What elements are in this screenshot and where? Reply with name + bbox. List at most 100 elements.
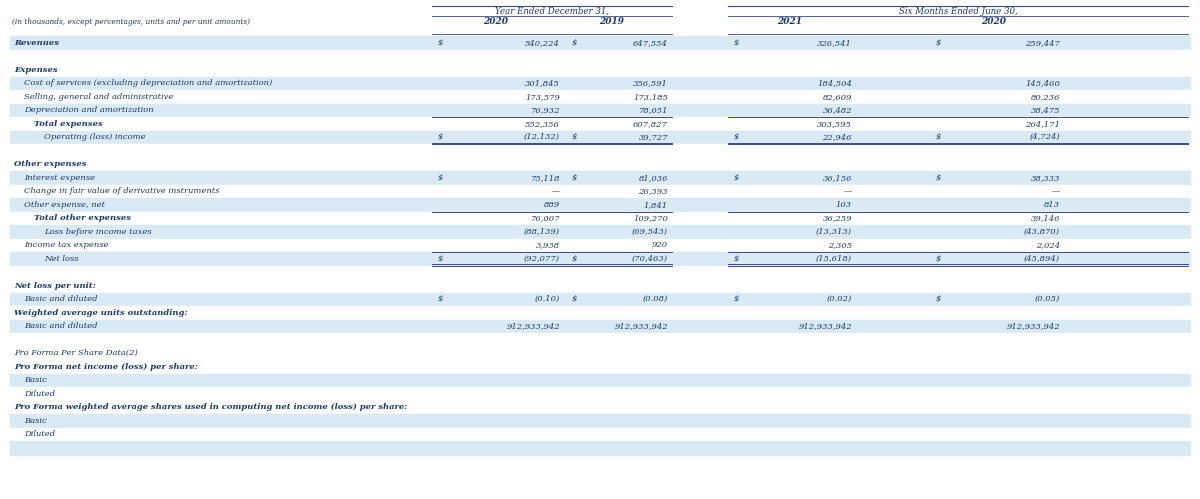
- Text: $: $: [734, 174, 739, 182]
- Text: $: $: [734, 39, 739, 47]
- Text: $: $: [936, 295, 941, 303]
- Bar: [10, 373, 1190, 387]
- Text: 173,579: 173,579: [526, 93, 560, 101]
- Text: Income tax expense: Income tax expense: [24, 241, 108, 249]
- Bar: [10, 225, 1190, 239]
- Text: (15,618): (15,618): [816, 255, 852, 263]
- Text: 264,171: 264,171: [1025, 120, 1060, 128]
- Text: 173,185: 173,185: [634, 93, 668, 101]
- Text: Six Months Ended June 30,: Six Months Ended June 30,: [899, 7, 1018, 16]
- Text: Net loss per unit:: Net loss per unit:: [14, 282, 96, 290]
- Text: $: $: [734, 133, 739, 141]
- Text: 103: 103: [836, 201, 852, 209]
- Bar: [10, 144, 1190, 158]
- Bar: [10, 158, 1190, 171]
- Text: 259,447: 259,447: [1025, 39, 1060, 47]
- Text: Cost of services (excluding depreciation and amortization): Cost of services (excluding depreciation…: [24, 79, 272, 87]
- Bar: [10, 185, 1190, 198]
- Bar: [10, 319, 1190, 333]
- Text: 109,270: 109,270: [634, 214, 668, 222]
- Text: 2,024: 2,024: [1036, 241, 1060, 249]
- Text: $: $: [936, 133, 941, 141]
- Text: 78,051: 78,051: [638, 106, 668, 114]
- Bar: [10, 441, 1190, 455]
- Text: $: $: [438, 295, 443, 303]
- Text: 647,554: 647,554: [634, 39, 668, 47]
- Text: 920: 920: [652, 241, 668, 249]
- Text: $: $: [572, 133, 577, 141]
- Text: Interest expense: Interest expense: [24, 174, 95, 182]
- Bar: [10, 103, 1190, 117]
- Text: Year Ended December 31,: Year Ended December 31,: [494, 7, 610, 16]
- Text: 184,504: 184,504: [817, 79, 852, 87]
- Text: Other expenses: Other expenses: [14, 160, 86, 168]
- Text: 2020: 2020: [982, 17, 1007, 26]
- Bar: [10, 401, 1190, 414]
- Bar: [10, 265, 1190, 279]
- Bar: [10, 0, 1190, 36]
- Text: Diluted: Diluted: [24, 430, 55, 438]
- Text: 80,236: 80,236: [1031, 93, 1060, 101]
- Text: 36,259: 36,259: [822, 214, 852, 222]
- Text: 301,845: 301,845: [526, 79, 560, 87]
- Text: 26,393: 26,393: [638, 187, 668, 195]
- Bar: [10, 387, 1190, 401]
- Text: Diluted: Diluted: [24, 390, 55, 398]
- Text: 145,460: 145,460: [1025, 79, 1060, 87]
- Text: 36,482: 36,482: [822, 106, 852, 114]
- Text: 813: 813: [1044, 201, 1060, 209]
- Text: 552,356: 552,356: [526, 120, 560, 128]
- Text: 22,946: 22,946: [822, 133, 852, 141]
- Text: 2019: 2019: [600, 17, 624, 26]
- Text: (45,894): (45,894): [1024, 255, 1060, 263]
- Text: 1,841: 1,841: [644, 201, 668, 209]
- Text: $: $: [572, 295, 577, 303]
- Text: 2020: 2020: [484, 17, 509, 26]
- Bar: [10, 63, 1190, 76]
- Text: 540,224: 540,224: [526, 39, 560, 47]
- Text: 889: 889: [544, 201, 560, 209]
- Bar: [10, 131, 1190, 144]
- Text: 2,305: 2,305: [828, 241, 852, 249]
- Text: Basic: Basic: [24, 376, 47, 384]
- Bar: [10, 252, 1190, 265]
- Text: (43,870): (43,870): [1024, 228, 1060, 236]
- Text: 303,595: 303,595: [817, 120, 852, 128]
- Text: Weighted average units outstanding:: Weighted average units outstanding:: [14, 309, 187, 317]
- Text: —: —: [1051, 187, 1060, 195]
- Text: Basic and diluted: Basic and diluted: [24, 295, 97, 303]
- Bar: [10, 49, 1190, 63]
- Bar: [10, 198, 1190, 212]
- Text: $: $: [438, 133, 443, 141]
- Text: $: $: [572, 255, 577, 263]
- Text: $: $: [936, 255, 941, 263]
- Text: 912,933,942: 912,933,942: [1007, 322, 1060, 330]
- Bar: [10, 333, 1190, 346]
- Text: 356,591: 356,591: [634, 79, 668, 87]
- Text: (0.05): (0.05): [1034, 295, 1060, 303]
- Text: 39,146: 39,146: [1031, 214, 1060, 222]
- Text: Other expense, net: Other expense, net: [24, 201, 106, 209]
- Text: Pro Forma weighted average shares used in computing net income (loss) per share:: Pro Forma weighted average shares used i…: [14, 403, 407, 411]
- Text: Operating (loss) income: Operating (loss) income: [44, 133, 145, 141]
- Text: Revenues: Revenues: [14, 39, 59, 47]
- Text: $: $: [438, 174, 443, 182]
- Text: 912,933,942: 912,933,942: [506, 322, 560, 330]
- Text: (0.10): (0.10): [535, 295, 560, 303]
- Text: Basic and diluted: Basic and diluted: [24, 322, 97, 330]
- Text: (13,313): (13,313): [816, 228, 852, 236]
- Bar: [10, 360, 1190, 373]
- Bar: [10, 428, 1190, 441]
- Bar: [10, 36, 1190, 49]
- Text: 76,932: 76,932: [530, 106, 560, 114]
- Text: Total other expenses: Total other expenses: [34, 214, 131, 222]
- Text: (70,463): (70,463): [632, 255, 668, 263]
- Text: 82,609: 82,609: [822, 93, 852, 101]
- Text: $: $: [572, 174, 577, 182]
- Text: 912,933,942: 912,933,942: [798, 322, 852, 330]
- Text: Total expenses: Total expenses: [34, 120, 103, 128]
- Text: Pro Forma net income (loss) per share:: Pro Forma net income (loss) per share:: [14, 363, 198, 371]
- Bar: [10, 76, 1190, 90]
- Text: $: $: [936, 39, 941, 47]
- Text: 75,118: 75,118: [530, 174, 560, 182]
